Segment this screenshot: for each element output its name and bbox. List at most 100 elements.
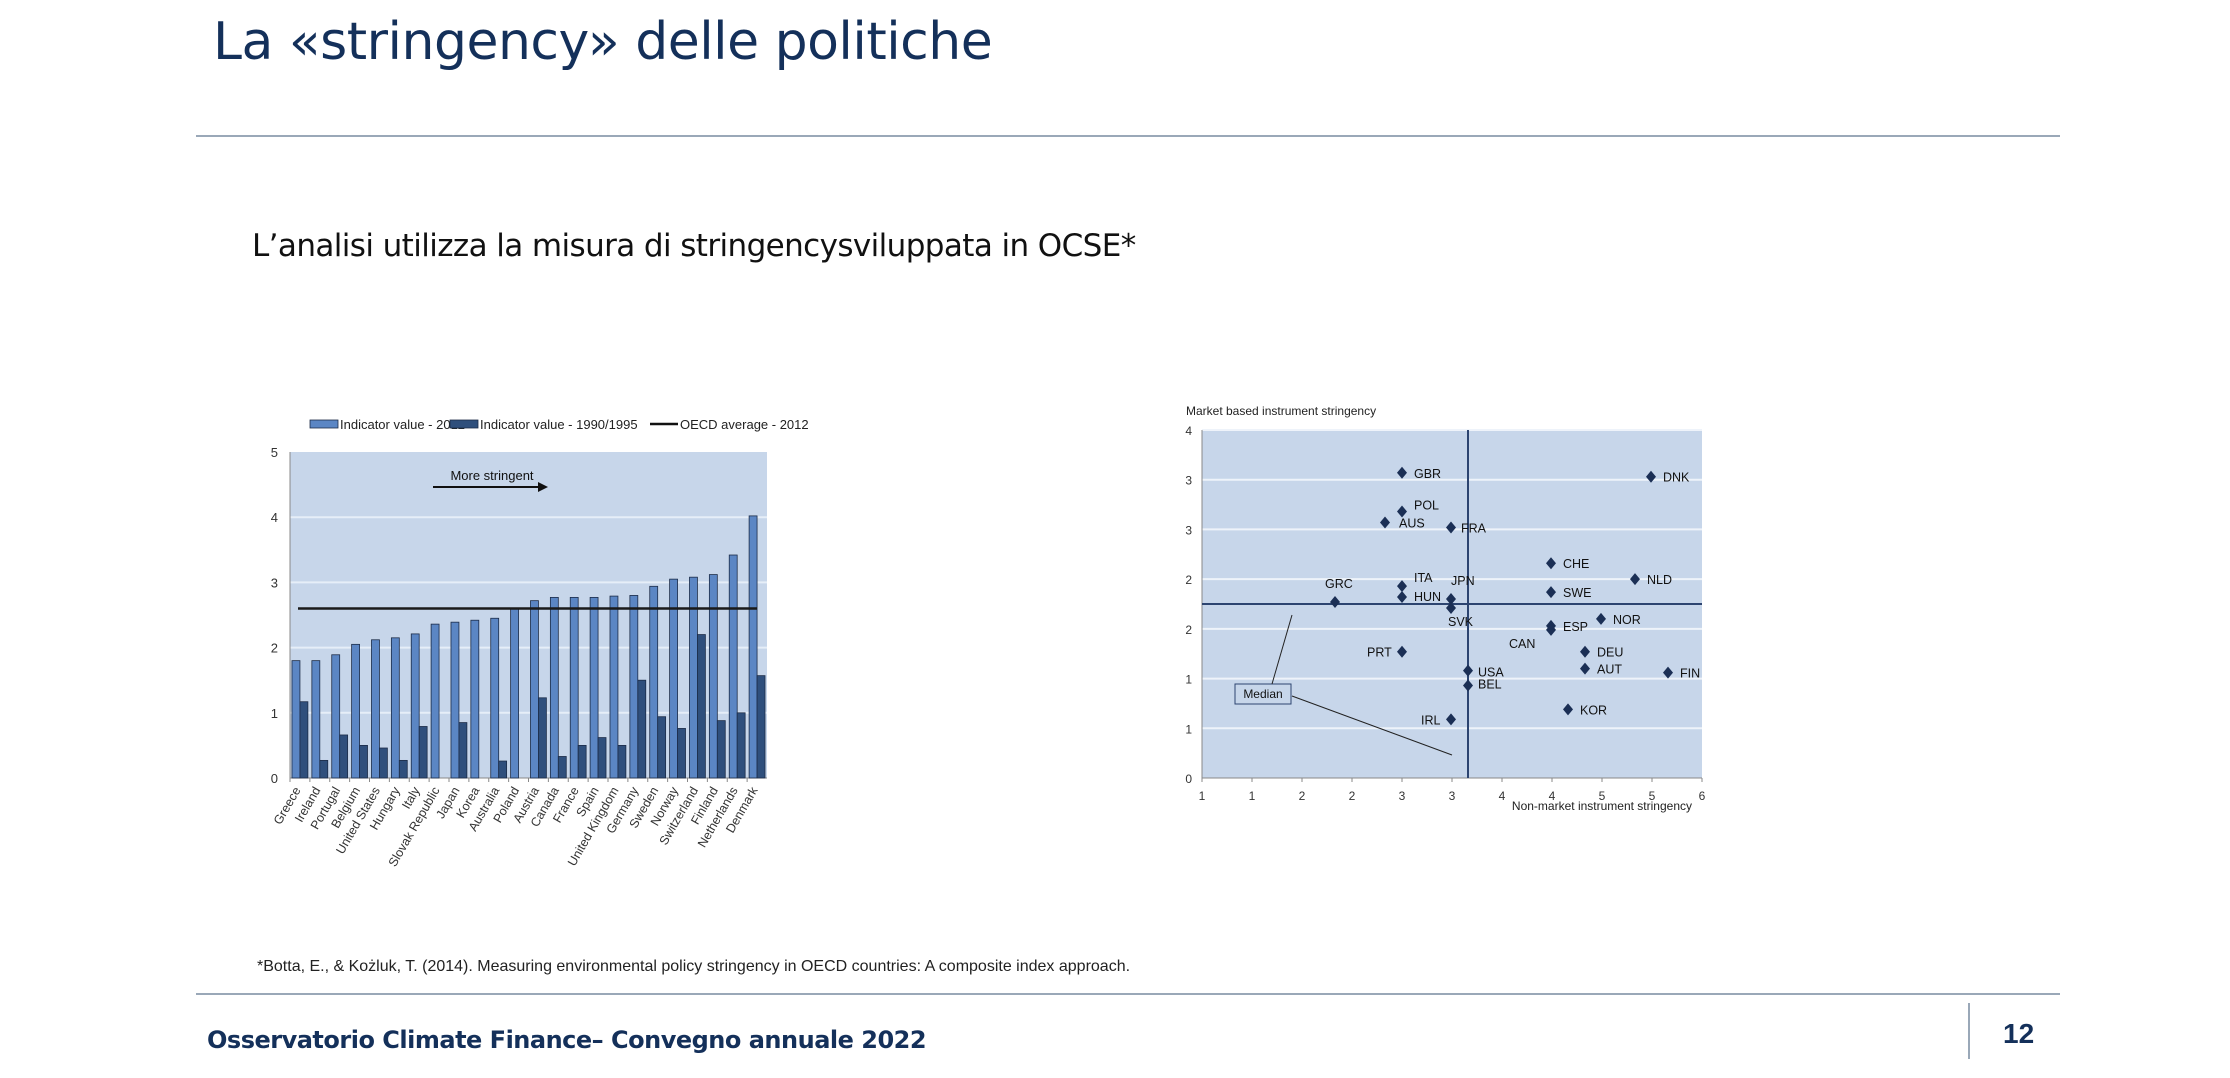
bar-1990 xyxy=(617,744,627,779)
bar-1990 xyxy=(458,722,468,779)
bar-2012 xyxy=(470,619,480,779)
y-tick-label: 0 xyxy=(1185,772,1192,786)
data-point xyxy=(1596,612,1606,625)
point-label: BEL xyxy=(1478,678,1502,692)
bar-1990 xyxy=(697,634,706,779)
x-axis-title: Non-market instrument stringency xyxy=(1512,799,1692,813)
point-label: GBR xyxy=(1414,467,1441,481)
bar-2012 xyxy=(490,617,500,779)
bar-2012 xyxy=(530,600,539,779)
point-label: AUS xyxy=(1399,516,1425,530)
footer-divider xyxy=(196,993,2060,995)
bar-1990 xyxy=(398,759,408,779)
y-tick-label: 1 xyxy=(1185,722,1192,736)
bar-2012 xyxy=(708,574,718,779)
annotation-label: More stringent xyxy=(450,468,533,483)
y-tick-label: 1 xyxy=(1185,673,1192,687)
legend-swatch xyxy=(309,419,339,429)
bar-2012 xyxy=(629,595,639,779)
point-label: CHE xyxy=(1563,557,1589,571)
point-label: GRC xyxy=(1325,577,1353,591)
bar-2012 xyxy=(510,608,519,779)
data-point xyxy=(1397,645,1407,658)
bar-2012 xyxy=(748,515,758,779)
data-point xyxy=(1446,713,1456,726)
bar-2012 xyxy=(311,660,321,779)
x-tick-label: 4 xyxy=(1549,789,1556,803)
x-tick-label: 1 xyxy=(1249,789,1256,803)
y-tick-label: 5 xyxy=(271,445,278,460)
point-label: CAN xyxy=(1509,637,1535,651)
point-label: DEU xyxy=(1597,646,1623,660)
subtitle: L’analisi utilizza la misura di stringen… xyxy=(252,228,1136,264)
point-label: SVK xyxy=(1448,615,1474,629)
bar-2012 xyxy=(649,585,659,779)
bar-1990 xyxy=(379,747,388,779)
footer-separator xyxy=(1968,1003,1970,1059)
bar-1990 xyxy=(736,712,746,779)
bar-2012 xyxy=(589,596,599,779)
x-tick-label: 5 xyxy=(1649,789,1656,803)
point-label: POL xyxy=(1414,499,1439,513)
y-tick-label: 4 xyxy=(1185,424,1192,438)
bar-2012 xyxy=(669,578,678,779)
data-point xyxy=(1446,601,1456,614)
footer-text: Osservatorio Climate Finance– Convegno a… xyxy=(207,1026,927,1054)
y-tick-label: 0 xyxy=(271,771,278,786)
data-point xyxy=(1546,557,1556,570)
bar-1990 xyxy=(359,744,368,779)
data-point xyxy=(1446,593,1456,606)
arrow-head-icon xyxy=(538,482,548,492)
point-label: PRT xyxy=(1367,646,1392,660)
x-tick-label: 6 xyxy=(1699,789,1706,803)
point-label: DNK xyxy=(1663,471,1690,485)
bar-2012 xyxy=(609,595,619,779)
legend-label: Indicator value - 1990/1995 xyxy=(480,417,638,432)
bar-1990 xyxy=(637,679,647,779)
x-tick-label: 3 xyxy=(1449,789,1456,803)
bar-2012 xyxy=(331,654,341,779)
median-arrow xyxy=(1291,695,1453,756)
bar-2012 xyxy=(549,596,559,779)
data-point xyxy=(1397,591,1407,604)
point-label: SWE xyxy=(1563,586,1591,600)
point-label: ESP xyxy=(1563,620,1588,634)
y-tick-label: 3 xyxy=(1185,474,1192,488)
page-number: 12 xyxy=(2003,1018,2035,1049)
data-point xyxy=(1397,580,1407,593)
y-axis-title: Market based instrument stringency xyxy=(1186,404,1376,418)
x-tick-label: 2 xyxy=(1349,789,1356,803)
y-tick-label: 1 xyxy=(271,706,278,721)
data-point xyxy=(1580,645,1590,658)
bar-1990 xyxy=(756,675,766,779)
bar-1990 xyxy=(319,759,329,779)
y-tick-label: 3 xyxy=(1185,523,1192,537)
x-tick-label: 3 xyxy=(1399,789,1406,803)
data-point xyxy=(1546,586,1556,599)
bar-2012 xyxy=(569,596,579,779)
data-point xyxy=(1630,573,1640,586)
data-point xyxy=(1397,466,1407,479)
x-tick-label: 4 xyxy=(1499,789,1506,803)
data-point xyxy=(1646,470,1656,483)
data-point xyxy=(1463,664,1473,677)
bar-1990 xyxy=(538,697,547,779)
bar-1990 xyxy=(716,720,726,779)
point-label: KOR xyxy=(1580,703,1607,717)
data-point xyxy=(1546,623,1556,636)
median-arrow xyxy=(1271,614,1293,685)
legend-swatch xyxy=(449,419,479,429)
point-label: IRL xyxy=(1421,713,1441,727)
bar-1990 xyxy=(339,734,349,779)
point-label: HUN xyxy=(1414,590,1441,604)
point-label: FRA xyxy=(1461,521,1487,535)
point-label: NLD xyxy=(1647,573,1672,587)
y-tick-label: 3 xyxy=(271,575,278,590)
bar-2012 xyxy=(410,633,420,779)
bar-1990 xyxy=(299,701,309,779)
point-label: JPN xyxy=(1451,574,1475,588)
bar-2012 xyxy=(291,660,301,779)
x-tick-label: 2 xyxy=(1299,789,1306,803)
y-tick-label: 2 xyxy=(1185,623,1192,637)
